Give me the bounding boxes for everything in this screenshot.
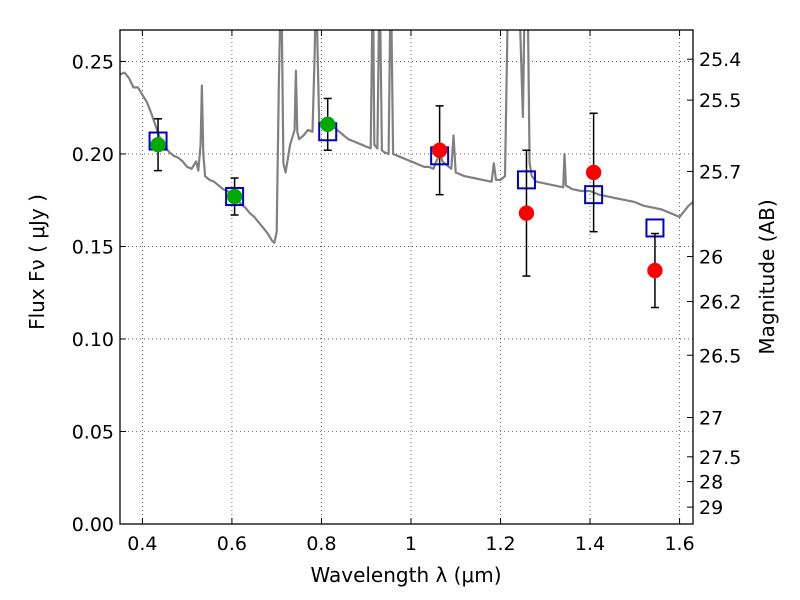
y2-tick-label: 25.4 (699, 49, 741, 71)
tick-labels: 0.4 0.6 0.8 1 1.2 1.4 1.6 0.00 0.05 0.10 0.15 0.20 0… (72, 49, 742, 555)
y-tick-label: 0.20 (72, 144, 114, 166)
x-tick-label: 1 (405, 533, 417, 555)
y2-tick-label: 26.2 (699, 292, 741, 314)
y-tick-label: 0.10 (72, 329, 114, 351)
y2-tick-label: 29 (699, 497, 723, 519)
y-tick-label: 0.05 (72, 421, 114, 443)
x-tick-label: 0.8 (306, 533, 336, 555)
y-tick-label: 0.00 (72, 514, 114, 536)
plot-series (120, 30, 693, 309)
x-tick-label: 1.2 (485, 533, 515, 555)
observed-point (518, 205, 535, 221)
y2-tick-label: 25.5 (699, 90, 741, 112)
y2-tick-label: 27 (699, 408, 723, 430)
y2-tick-label: 27.5 (699, 447, 741, 469)
y2-axis-label: Magnitude (AB) (755, 199, 779, 354)
observed-point (647, 262, 663, 279)
y2-tick-label: 25.7 (699, 161, 741, 183)
y-tick-label: 0.15 (72, 236, 114, 258)
observed-point (319, 116, 336, 133)
x-tick-label: 1.4 (575, 533, 605, 555)
y2-tick-label: 28 (699, 472, 723, 494)
x-tick-label: 1.6 (664, 533, 694, 555)
spectrum-line (120, 30, 693, 244)
observed-point (226, 188, 243, 205)
y2-tick-label: 26.5 (699, 345, 741, 367)
axis-ticks (120, 30, 693, 525)
plot-frame (119, 29, 694, 525)
x-tick-label: 0.6 (217, 533, 247, 555)
observed-point (431, 142, 448, 159)
x-tick-label: 0.4 (127, 533, 157, 555)
observed-point (150, 136, 166, 153)
observed-point (585, 164, 602, 181)
y2-tick-label: 26 (699, 247, 723, 269)
y-tick-label: 0.25 (72, 51, 114, 73)
x-axis-label: Wavelength λ (μm) (310, 563, 501, 587)
y-axis-label: Flux Fν ( μJy ) (25, 194, 49, 330)
